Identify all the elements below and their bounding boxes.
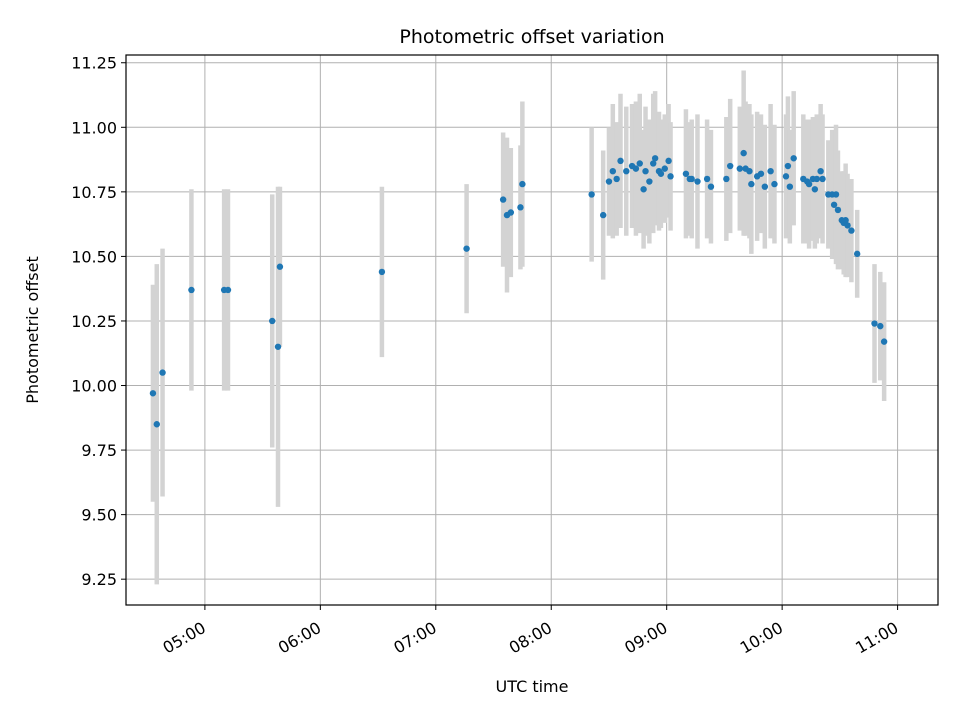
y-tick-label: 10.00: [71, 377, 117, 396]
data-point: [519, 180, 526, 188]
data-point: [784, 162, 792, 170]
grid-lines: [126, 55, 938, 605]
data-point: [853, 250, 861, 258]
y-tick-label: 9.50: [81, 506, 117, 525]
data-point: [682, 170, 690, 177]
data-point: [880, 338, 888, 345]
data-point: [871, 320, 878, 327]
data-point: [805, 180, 813, 188]
y-tick-label: 10.75: [71, 183, 117, 202]
data-point: [657, 170, 665, 177]
y-tick-label: 9.25: [81, 570, 117, 589]
data-point: [599, 211, 607, 219]
data-point: [188, 286, 195, 294]
data-point: [378, 268, 386, 276]
data-point: [274, 343, 282, 350]
data-point: [224, 286, 232, 294]
data-point: [159, 369, 166, 376]
y-tick-label: 11.00: [71, 118, 117, 137]
data-point: [811, 186, 819, 193]
data-point: [771, 180, 778, 188]
data-point: [651, 155, 659, 162]
data-point: [650, 160, 657, 167]
data-point: [153, 421, 160, 428]
y-tick-label: 11.25: [71, 54, 117, 73]
data-point: [463, 245, 470, 252]
data-point: [694, 178, 701, 185]
data-point: [844, 222, 851, 229]
data-point: [767, 167, 774, 175]
data-point: [830, 201, 838, 208]
data-point: [757, 170, 765, 177]
data-point: [761, 183, 769, 190]
data-point: [877, 322, 884, 330]
data-point: [667, 173, 674, 180]
data-point: [726, 162, 734, 170]
data-point: [703, 175, 711, 183]
data-point: [665, 157, 672, 165]
chart-title: Photometric offset variation: [399, 26, 664, 48]
data-point: [517, 204, 524, 211]
data-point: [782, 173, 790, 180]
data-point: [609, 167, 617, 175]
data-point: [736, 165, 744, 172]
data-point: [269, 317, 276, 325]
data-point: [842, 217, 849, 224]
data-point: [617, 157, 624, 165]
data-point: [786, 183, 794, 190]
plot-frame: [125, 54, 939, 606]
data-point: [588, 191, 595, 198]
data-point: [149, 390, 157, 397]
data-point: [740, 149, 747, 157]
data-point: [646, 178, 653, 185]
data-point: [605, 178, 613, 185]
data-point: [613, 175, 620, 183]
data-point: [819, 175, 826, 183]
data-points: [149, 149, 888, 428]
data-point: [817, 167, 824, 175]
data-point: [834, 206, 842, 214]
data-point: [790, 155, 797, 162]
data-point: [723, 175, 730, 183]
data-point: [499, 196, 507, 203]
data-point: [636, 160, 643, 167]
data-point: [640, 186, 647, 193]
data-point: [832, 191, 840, 198]
data-point: [623, 167, 630, 175]
data-point: [746, 167, 753, 175]
data-point: [688, 175, 695, 183]
y-tick-label: 10.50: [71, 247, 117, 266]
data-point: [661, 165, 668, 172]
data-point: [748, 180, 755, 188]
x-axis-label: UTC time: [496, 677, 569, 696]
data-point: [276, 263, 284, 270]
data-point: [813, 175, 820, 183]
data-point: [848, 227, 855, 234]
data-point: [632, 165, 640, 172]
data-point: [707, 183, 715, 190]
y-axis-label: Photometric offset: [23, 256, 42, 404]
data-point: [507, 209, 515, 216]
data-point: [642, 167, 649, 175]
y-tick-label: 9.75: [81, 441, 117, 460]
y-tick-label: 10.25: [71, 312, 117, 331]
